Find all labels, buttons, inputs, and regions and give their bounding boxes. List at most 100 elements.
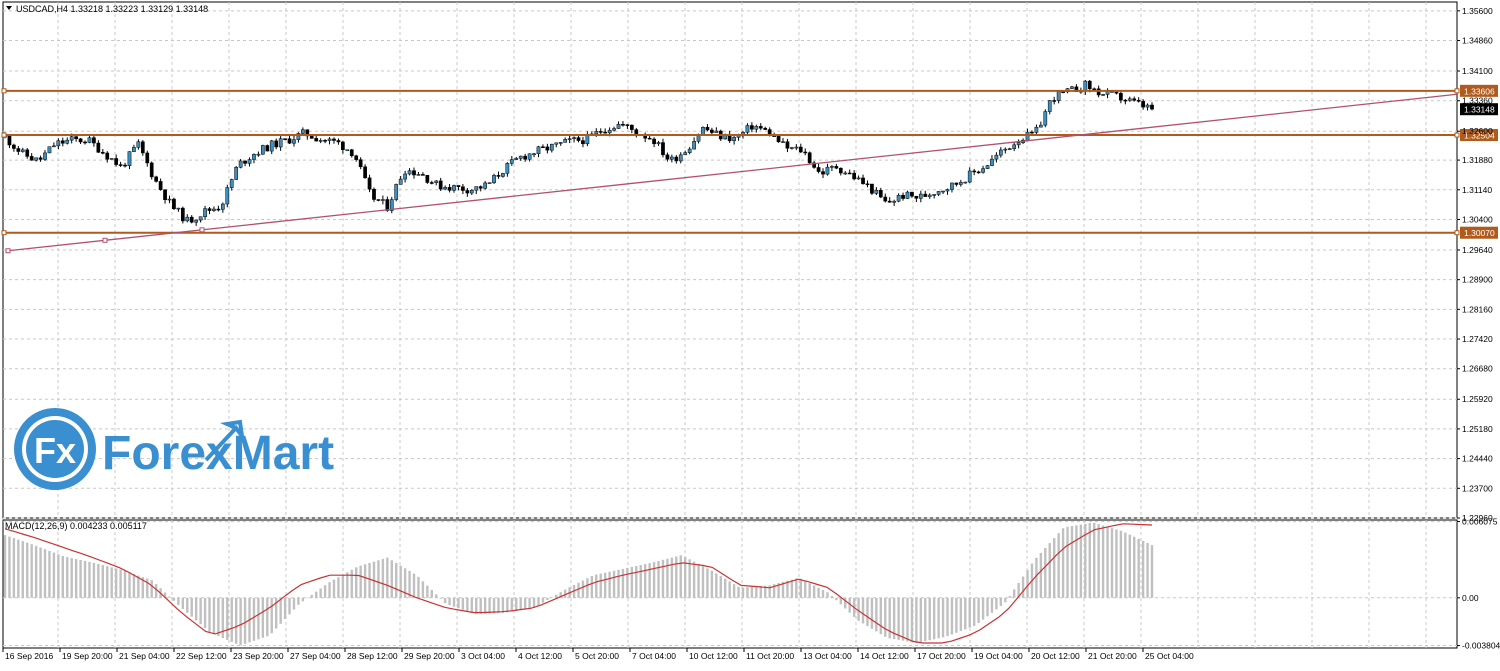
macd-bar (301, 597, 305, 602)
trendline[interactable] (5, 93, 1458, 254)
candle-body (1070, 86, 1074, 89)
macd-bar (310, 594, 313, 598)
trendline-anchor[interactable] (5, 248, 11, 254)
candle-body (52, 145, 56, 148)
macd-bar (399, 565, 402, 598)
candle-body (607, 129, 612, 134)
x-tick-label: 27 Sep 04:00 (290, 651, 341, 661)
macd-bar (861, 597, 865, 624)
candle-body (967, 170, 972, 183)
candle-body (696, 135, 701, 142)
macd-bar (292, 597, 296, 610)
candle-body (327, 138, 332, 141)
candle-body (456, 185, 461, 187)
macd-bar (981, 597, 985, 620)
candle-body (403, 173, 407, 180)
level-anchor[interactable] (1, 88, 7, 94)
macd-bar (706, 568, 709, 598)
macd-bar (426, 585, 429, 598)
macd-bar (857, 597, 860, 621)
macd-bar (408, 570, 411, 598)
y-tick-label: 1.25920 (1462, 394, 1493, 404)
y-tick-label: 1.22960 (1462, 513, 1493, 523)
candle-body (572, 137, 576, 139)
macd-bar (341, 574, 345, 598)
macd-bar (470, 597, 474, 613)
candle-body (65, 139, 70, 144)
macd-bar (257, 597, 260, 640)
price-axis[interactable]: 1.35600 1.34860 1.34100 1.33360 1.32600 1.318… (1457, 6, 1500, 651)
trendline-anchor[interactable] (199, 227, 205, 233)
x-tick-label: 19 Sep 20:00 (62, 651, 113, 661)
macd-bar (1150, 545, 1154, 598)
logo-inner-circle (26, 420, 84, 478)
candle-body (123, 164, 127, 167)
x-tick-label: 17 Oct 20:00 (917, 651, 966, 661)
macd-bar (510, 597, 514, 612)
macd-bar (443, 597, 447, 604)
candle-body (594, 131, 599, 135)
macd-bar (621, 568, 625, 598)
candle-body (74, 136, 78, 140)
candle-body (887, 200, 892, 203)
macd-bar (488, 597, 491, 614)
candle-body (336, 140, 341, 143)
macd-bar (39, 547, 42, 598)
candle-body (918, 193, 923, 199)
level-anchor[interactable] (1454, 88, 1460, 94)
macd-bar (61, 555, 64, 598)
macd-bar (817, 587, 820, 598)
macd-bar (546, 597, 549, 601)
macd-bar (697, 563, 700, 598)
candle-body (389, 199, 394, 211)
candle-body (567, 138, 572, 140)
macd-bar (719, 576, 722, 598)
candle-body (892, 200, 896, 203)
candle-body (296, 133, 301, 140)
level-anchor[interactable] (1, 132, 7, 138)
macd-bar (1106, 526, 1109, 598)
time-axis[interactable]: 16 Sep 2016 19 Sep 20:00 21 Sep 04:00 22 Se… (2, 648, 1194, 661)
candle-body (376, 199, 381, 201)
y-tick-label: 1.31140 (1462, 185, 1492, 195)
macd-bar (746, 587, 749, 598)
macd-bar (1008, 595, 1011, 598)
level-anchor[interactable] (1454, 132, 1460, 138)
macd-bar (8, 536, 11, 598)
x-tick-label: 11 Oct 20:00 (746, 651, 794, 661)
macd-bar (764, 585, 767, 598)
symbol-dropdown-icon[interactable] (6, 6, 12, 10)
candle-body (576, 137, 581, 141)
macd-bar (835, 597, 838, 601)
x-tick-label: 28 Sep 12:00 (347, 651, 398, 661)
macd-header: MACD(12,26,9) 0.004233 0.005117 (5, 521, 147, 531)
macd-bar (537, 597, 540, 606)
candle-body (87, 137, 92, 143)
macd-bar (168, 596, 171, 598)
candle-body (616, 123, 621, 129)
candle-body (527, 153, 532, 160)
candle-body (1123, 99, 1128, 102)
candle-body (985, 165, 990, 169)
candle-body (212, 208, 216, 211)
macd-bar (786, 580, 789, 598)
horizontal-levels[interactable]: 1.33606 1.32504 1.30070 1.33148 (1, 84, 1498, 239)
macd-bar (1070, 526, 1074, 598)
macd-bar (92, 562, 96, 598)
trendline-anchor[interactable] (102, 237, 108, 243)
trendline-path[interactable] (7, 93, 1458, 252)
level-anchor[interactable] (1454, 230, 1460, 236)
candle-body (207, 208, 212, 211)
macd-bar (332, 579, 336, 598)
macd-bar (306, 597, 309, 599)
macd-bar (866, 597, 869, 627)
macd-bar (821, 589, 825, 598)
macd-bar (643, 564, 647, 598)
candle-body (261, 145, 265, 155)
macd-bar (759, 586, 762, 598)
macd-bar (897, 597, 900, 640)
level-anchor[interactable] (1, 230, 7, 236)
macd-bar (119, 569, 122, 598)
candle-body (532, 153, 536, 156)
